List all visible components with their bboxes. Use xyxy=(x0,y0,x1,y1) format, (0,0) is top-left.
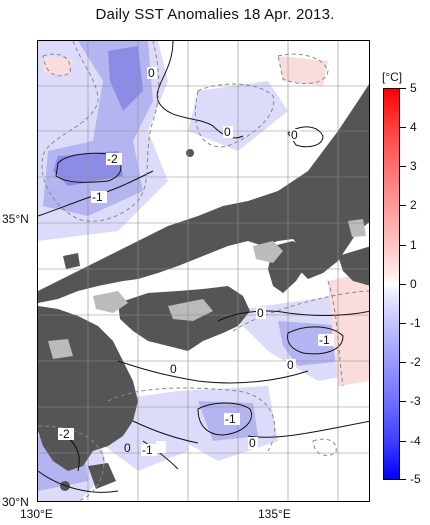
colorbar-tick xyxy=(400,245,406,246)
landmass-east xyxy=(338,246,369,286)
colorbar-tick xyxy=(400,284,406,285)
colorbar-label: 4 xyxy=(410,120,417,134)
contour-label: 0 xyxy=(249,436,256,450)
contour-label: 0 xyxy=(170,362,177,376)
colorbar-tick xyxy=(400,323,406,324)
colorbar-label: -1 xyxy=(410,316,421,330)
colorbar-tick xyxy=(400,362,406,363)
inland-area xyxy=(348,219,366,237)
colorbar-tick xyxy=(400,479,406,480)
colorbar-label: -3 xyxy=(410,394,421,408)
landmass-honshu xyxy=(38,84,369,303)
colorbar-label: 3 xyxy=(410,159,417,173)
colorbar-label: -5 xyxy=(410,472,421,486)
contour-label: -1 xyxy=(142,443,153,457)
colorbar-label: 2 xyxy=(410,198,417,212)
colorbar-tick xyxy=(400,166,406,167)
island xyxy=(186,149,194,157)
island xyxy=(63,253,80,269)
sst-map: 0 0 -2 -1 0 -1 0 0 -1 -1 0 0 0 xyxy=(37,40,370,502)
lon-label-135e: 135°E xyxy=(258,507,291,521)
inland-area xyxy=(93,291,128,313)
contour-label: -2 xyxy=(107,152,118,166)
contour-labels: 0 0 -2 -1 0 -1 0 0 -1 -1 0 0 0 xyxy=(58,66,334,457)
anomaly-region-strong-cool xyxy=(108,46,143,111)
contour-label: 0 xyxy=(291,128,298,142)
anomaly-region-light-warm xyxy=(278,56,328,86)
sst-map-canvas: 0 0 -2 -1 0 -1 0 0 -1 -1 0 0 0 xyxy=(38,41,369,501)
contour-label: -2 xyxy=(59,427,70,441)
map-title: Daily SST Anomalies 18 Apr. 2013. xyxy=(95,6,335,23)
colorbar-label: -4 xyxy=(410,434,421,448)
dashed-contours xyxy=(38,41,369,501)
colorbar-tick xyxy=(400,441,406,442)
lon-label-130e: 130°E xyxy=(20,507,53,521)
lat-label-30n: 30°N xyxy=(2,495,29,509)
graticule xyxy=(38,41,369,501)
contour-label: 0 xyxy=(224,125,231,139)
contour-label: -1 xyxy=(319,333,330,347)
colorbar-tick xyxy=(400,401,406,402)
contour-label: 0 xyxy=(257,306,264,320)
colorbar-tick xyxy=(400,88,406,89)
island xyxy=(88,463,116,489)
colorbar-label: 1 xyxy=(410,238,417,252)
contour-label: 0 xyxy=(124,441,131,455)
lat-label-35n: 35°N xyxy=(2,212,29,226)
colorbar-tick xyxy=(400,205,406,206)
colorbar xyxy=(383,88,400,480)
colorbar-tick xyxy=(400,127,406,128)
colorbar-label: 0 xyxy=(410,277,417,291)
colorbar-label: 5 xyxy=(410,81,417,95)
contour-label: 0 xyxy=(148,66,155,80)
inland-area xyxy=(168,299,213,321)
anomaly-region-mid-cool xyxy=(278,321,348,366)
island xyxy=(327,230,333,236)
contour-label: -1 xyxy=(225,412,236,426)
inland-area xyxy=(48,339,73,359)
colorbar-unit: [°C] xyxy=(382,70,403,84)
contour-label: -1 xyxy=(92,190,103,204)
contour-label: 0 xyxy=(287,358,294,372)
colorbar-label: -2 xyxy=(410,355,421,369)
inland-area xyxy=(253,241,283,263)
anomaly-region-light-warm xyxy=(43,56,73,76)
